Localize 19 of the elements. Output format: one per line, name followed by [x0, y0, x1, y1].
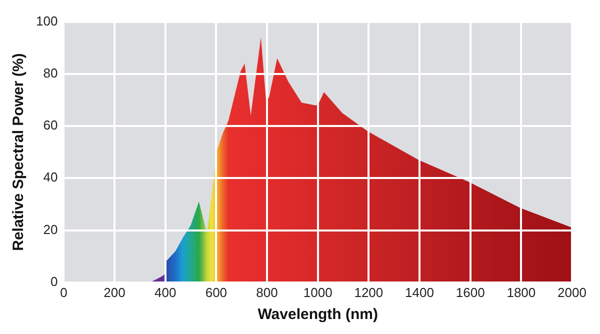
y-tick-label: 60	[43, 118, 58, 133]
x-tick-label: 200	[104, 284, 126, 300]
x-tick-label: 1400	[405, 284, 434, 300]
y-tick-label: 100	[36, 13, 58, 28]
y-tick-label: 80	[43, 66, 58, 80]
y-tick-label: 20	[43, 222, 58, 237]
x-tick-label: 400	[154, 284, 176, 300]
x-tick-label: 0	[60, 284, 68, 300]
x-tick-label: 1800	[506, 284, 536, 300]
x-tick-label: 1200	[354, 284, 384, 300]
x-tick-label: 1000	[303, 284, 332, 300]
x-tick-label: 1600	[456, 284, 485, 300]
y-tick-label: 40	[43, 170, 58, 185]
x-tick-label: 600	[205, 284, 228, 300]
x-tick-label: 800	[256, 284, 278, 300]
y-axis-title: Relative Spectral Power (%)	[10, 53, 28, 251]
x-axis-title: Wavelength (nm)	[258, 306, 378, 324]
x-tick-label: 2000	[558, 284, 586, 300]
y-tick-label: 0	[50, 274, 58, 289]
